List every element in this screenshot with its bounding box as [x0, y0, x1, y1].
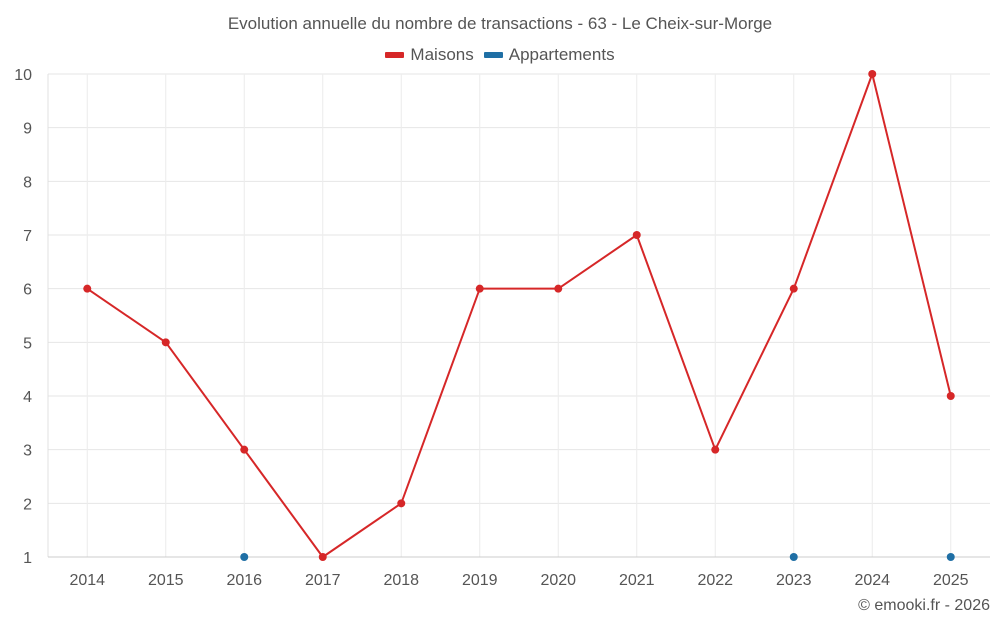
data-point-maisons[interactable]: [83, 284, 92, 293]
data-point-maisons[interactable]: [946, 392, 955, 400]
grid: [48, 73, 990, 558]
data-point-appartements[interactable]: [789, 553, 798, 561]
x-tick-label: 2019: [462, 572, 498, 589]
y-tick-label: 10: [14, 67, 32, 84]
y-tick-label: 9: [23, 121, 32, 138]
y-tick-label: 5: [23, 335, 32, 352]
x-tick-label: 2022: [697, 572, 733, 589]
credit-text: © emooki.fr - 2026: [858, 597, 990, 614]
x-tick-label: 2016: [226, 572, 262, 589]
legend-item-maisons[interactable]: Maisons: [385, 45, 474, 65]
y-tick-label: 6: [23, 282, 32, 299]
data-point-maisons[interactable]: [318, 553, 327, 561]
y-tick-label: 2: [23, 496, 32, 513]
x-tick-label: 2021: [619, 572, 655, 589]
x-tick-label: 2025: [933, 572, 969, 589]
legend-item-appartements[interactable]: Appartements: [483, 45, 615, 65]
series-line-maisons: [86, 73, 952, 558]
x-tick-label: 2023: [776, 572, 812, 589]
x-tick-label: 2015: [148, 572, 184, 589]
series: [83, 70, 955, 561]
legend-label-maisons: Maisons: [410, 45, 474, 64]
x-tick-label: 2018: [383, 572, 419, 589]
legend: Maisons Appartements: [0, 45, 1000, 65]
x-tick-label: 2024: [854, 572, 890, 589]
y-tick-label: 1: [23, 550, 32, 567]
x-tick-label: 2014: [69, 572, 105, 589]
y-tick-label: 8: [23, 174, 32, 191]
data-point-maisons[interactable]: [789, 284, 798, 293]
chart-title: Evolution annuelle du nombre de transact…: [227, 14, 773, 33]
y-tick-label: 4: [23, 389, 32, 406]
data-point-maisons[interactable]: [240, 445, 249, 454]
data-point-maisons[interactable]: [711, 445, 720, 454]
data-point-maisons[interactable]: [161, 338, 170, 347]
x-tick-label: 2017: [305, 572, 341, 589]
data-point-maisons[interactable]: [397, 499, 406, 508]
legend-label-appartements: Appartements: [508, 45, 615, 64]
axes: 1 2 3 4 5 6 7 8 9 10 2014 2015 2016 2017 2018 2019 2020 2…: [14, 67, 990, 589]
legend-swatch-maisons: [385, 52, 405, 58]
legend-swatch-appartements: [483, 52, 503, 58]
data-point-maisons[interactable]: [554, 284, 563, 293]
x-tick-label: 2020: [540, 572, 576, 589]
data-point-maisons[interactable]: [475, 284, 484, 293]
y-tick-label: 7: [23, 228, 32, 245]
y-tick-label: 3: [23, 443, 32, 460]
data-point-maisons[interactable]: [868, 70, 877, 78]
data-point-appartements[interactable]: [240, 553, 249, 561]
data-point-appartements[interactable]: [946, 553, 955, 561]
data-point-maisons[interactable]: [632, 231, 641, 239]
